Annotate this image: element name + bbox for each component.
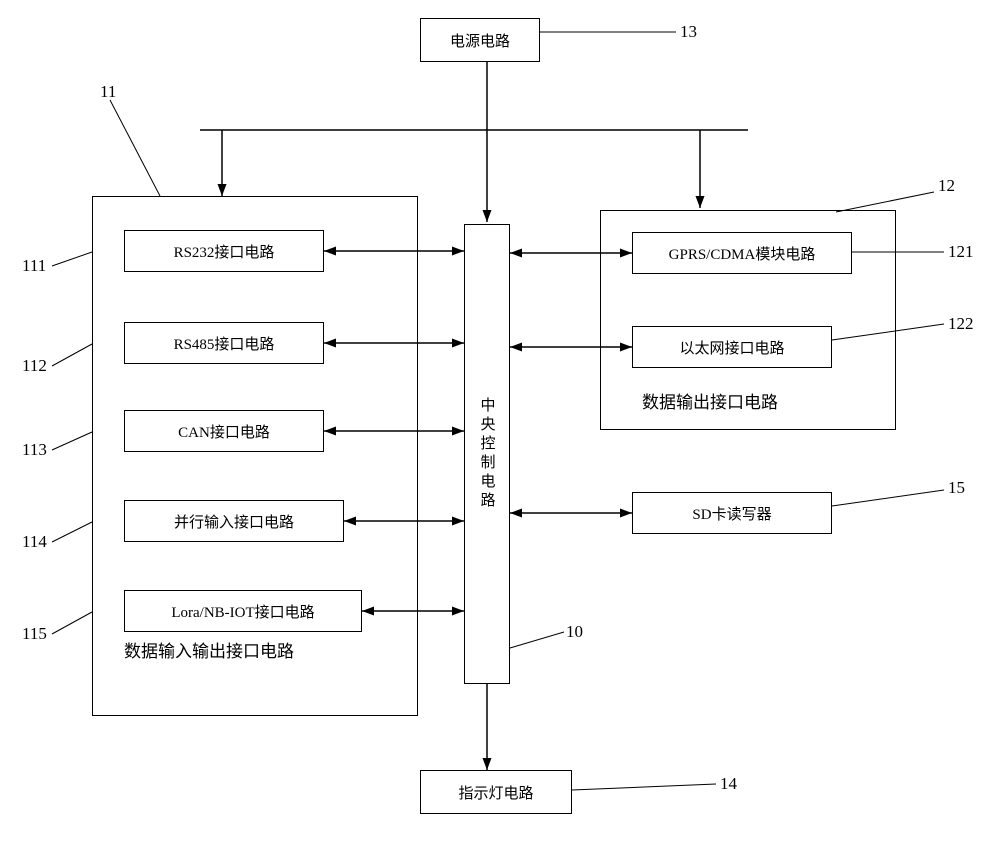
ref-11: 11 <box>100 82 116 102</box>
rs232-block: RS232接口电路 <box>124 230 324 272</box>
ref-13: 13 <box>680 22 697 42</box>
led-block: 指示灯电路 <box>420 770 572 814</box>
power-block: 电源电路 <box>420 18 540 62</box>
output-container-title: 数据输出接口电路 <box>642 388 778 413</box>
ref-121: 121 <box>948 242 974 262</box>
rs232-label: RS232接口电路 <box>174 241 275 262</box>
can-block: CAN接口电路 <box>124 410 324 452</box>
ref-14: 14 <box>720 774 737 794</box>
rs485-block: RS485接口电路 <box>124 322 324 364</box>
led-label: 指示灯电路 <box>458 782 533 803</box>
ref-111: 111 <box>22 256 46 276</box>
power-label: 电源电路 <box>450 30 510 51</box>
lora-label: Lora/NB-IOT接口电路 <box>171 601 314 622</box>
lora-block: Lora/NB-IOT接口电路 <box>124 590 362 632</box>
rs485-label: RS485接口电路 <box>174 333 275 354</box>
ref-12: 12 <box>938 176 955 196</box>
parallel-block: 并行输入接口电路 <box>124 500 344 542</box>
input-container-title: 数据输入输出接口电路 <box>124 640 304 664</box>
cpu-label: 中央控制电路 <box>477 397 498 511</box>
eth-label: 以太网接口电路 <box>679 337 784 358</box>
input-container <box>92 196 418 716</box>
ref-122: 122 <box>948 314 974 334</box>
sd-block: SD卡读写器 <box>632 492 832 534</box>
ref-114: 114 <box>22 532 47 552</box>
sd-label: SD卡读写器 <box>692 503 771 524</box>
can-label: CAN接口电路 <box>178 421 270 442</box>
ref-113: 113 <box>22 440 47 460</box>
gprs-block: GPRS/CDMA模块电路 <box>632 232 852 274</box>
gprs-label: GPRS/CDMA模块电路 <box>669 243 816 264</box>
ref-112: 112 <box>22 356 47 376</box>
parallel-label: 并行输入接口电路 <box>174 511 294 532</box>
ref-15: 15 <box>948 478 965 498</box>
cpu-block: 中央控制电路 <box>464 224 510 684</box>
eth-block: 以太网接口电路 <box>632 326 832 368</box>
ref-115: 115 <box>22 624 47 644</box>
ref-10: 10 <box>566 622 583 642</box>
